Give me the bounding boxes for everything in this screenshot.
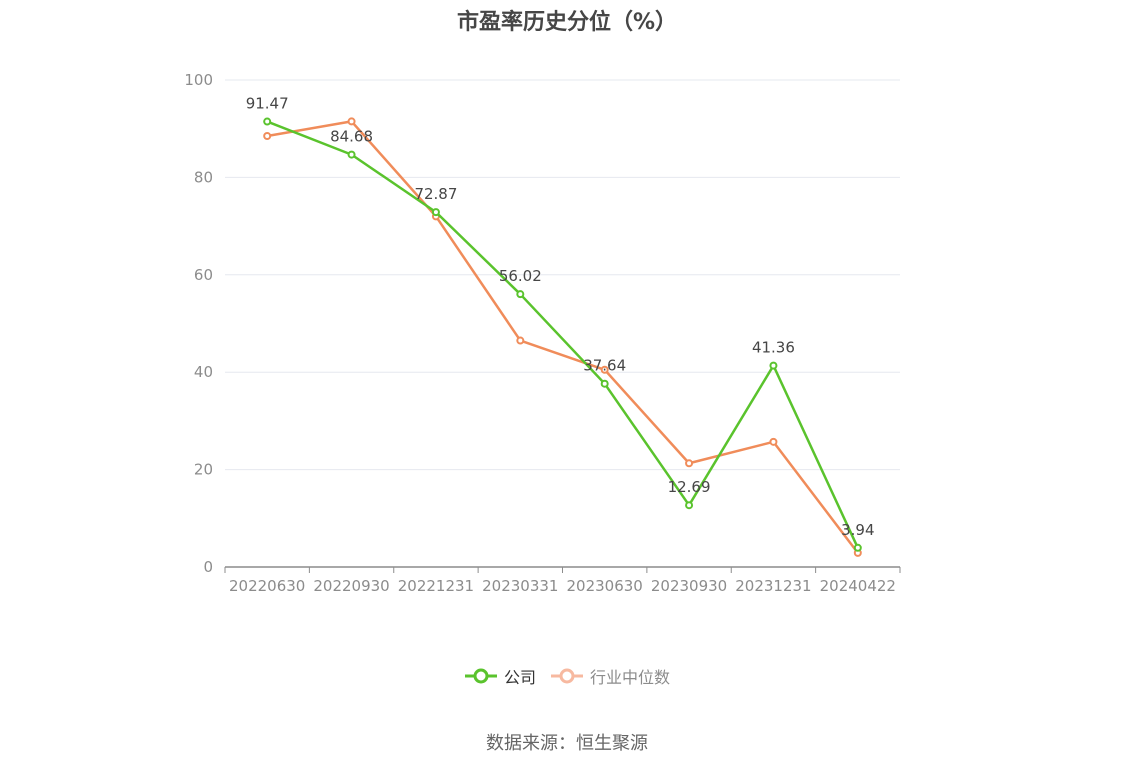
legend: 公司 行业中位数 [0, 664, 1134, 688]
y-tick-label: 60 [194, 266, 213, 284]
x-tick-label: 20231231 [735, 577, 811, 595]
y-tick-label: 80 [194, 168, 213, 186]
data-label: 84.68 [330, 128, 373, 146]
y-tick-label: 100 [184, 71, 213, 89]
grid-layer [225, 79, 900, 471]
data-point[interactable] [516, 290, 525, 299]
data-point[interactable] [516, 336, 525, 345]
x-tick-label: 20221231 [398, 577, 474, 595]
data-point[interactable] [769, 437, 778, 446]
label-layer: 91.47 84.68 72.87 56.02 37.64 12.69 41.36 3.94 [246, 95, 875, 539]
x-tick-label: 20240422 [820, 577, 896, 595]
data-label: 56.02 [499, 267, 542, 285]
data-label: 72.87 [414, 185, 457, 203]
chart-title: 市盈率历史分位（%） [456, 10, 678, 35]
data-point[interactable] [347, 150, 356, 159]
data-source: 数据来源：恒生聚源 [486, 733, 648, 754]
legend-swatch-company-icon [464, 668, 497, 684]
series-line-0 [266, 120, 859, 549]
data-point[interactable] [600, 365, 609, 374]
legend-label-industry-median: 行业中位数 [590, 668, 671, 687]
x-tick-label: 20220930 [313, 577, 389, 595]
series-layer [263, 117, 862, 557]
data-label: 12.69 [668, 478, 711, 496]
data-point[interactable] [263, 132, 272, 141]
data-label: 3.94 [841, 521, 874, 539]
data-label: 41.36 [752, 339, 795, 357]
series-line-1 [266, 120, 859, 554]
data-point[interactable] [685, 459, 694, 468]
data-point[interactable] [347, 117, 356, 126]
y-tick-label: 0 [203, 558, 213, 576]
legend-item-industry-median[interactable]: 行业中位数 [550, 664, 670, 688]
data-point[interactable] [431, 208, 440, 217]
axis-layer: 0 20 40 60 80 100 20220630 20220930 20221231 2023… [184, 71, 901, 595]
data-point[interactable] [769, 361, 778, 370]
data-label: 91.47 [246, 95, 289, 113]
legend-label-company: 公司 [503, 668, 536, 687]
data-point[interactable] [853, 543, 862, 552]
data-point[interactable] [263, 117, 272, 126]
x-tick-label: 20230331 [482, 577, 558, 595]
legend-swatch-industry-icon [551, 668, 583, 684]
y-tick-label: 20 [194, 461, 213, 479]
legend-item-company[interactable]: 公司 [464, 664, 536, 688]
data-label: 37.64 [583, 357, 626, 375]
x-tick-label: 20230930 [651, 577, 727, 595]
data-point[interactable] [600, 379, 609, 388]
y-tick-label: 40 [194, 363, 213, 381]
x-tick-label: 20230630 [567, 577, 643, 595]
x-tick-label: 20220630 [229, 577, 305, 595]
data-point[interactable] [685, 501, 694, 510]
